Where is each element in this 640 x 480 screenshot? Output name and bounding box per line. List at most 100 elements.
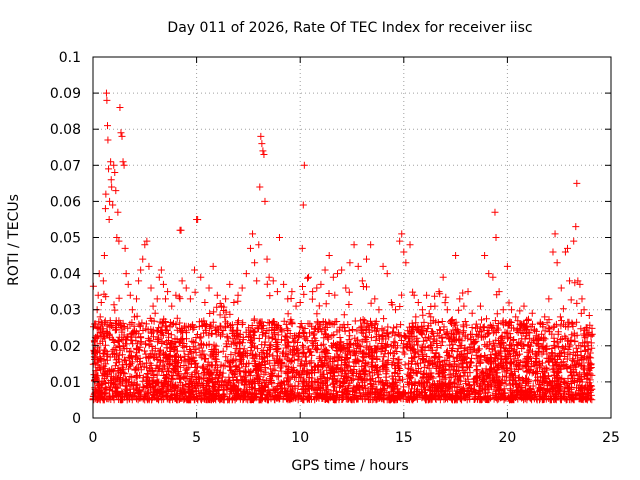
data-point <box>249 230 257 238</box>
data-point <box>147 284 155 292</box>
data-point <box>574 277 582 285</box>
data-point <box>298 244 306 252</box>
data-point <box>201 298 209 306</box>
data-point <box>256 183 264 191</box>
data-point <box>383 270 391 278</box>
data-point <box>259 147 267 155</box>
data-point <box>253 277 261 285</box>
axis-ticks <box>92 56 612 419</box>
data-point <box>516 320 524 328</box>
y-tick-label: 0.05 <box>50 231 81 247</box>
data-point <box>566 277 574 285</box>
data-point <box>257 132 265 140</box>
data-points <box>89 89 596 404</box>
data-point <box>528 309 536 317</box>
data-point <box>532 327 540 335</box>
data-point <box>162 295 170 303</box>
y-tick-label: 0.06 <box>50 194 81 210</box>
data-point <box>94 291 102 299</box>
data-point <box>122 270 130 278</box>
data-point <box>580 306 588 314</box>
x-tick-label: 0 <box>89 430 98 446</box>
data-point <box>561 248 569 256</box>
data-point <box>418 306 426 314</box>
data-point <box>464 288 472 296</box>
data-point <box>96 313 104 321</box>
data-point <box>492 234 500 241</box>
data-point <box>90 371 98 379</box>
data-point <box>495 288 503 296</box>
data-point <box>217 302 225 310</box>
data-point <box>116 104 124 112</box>
data-point <box>182 284 190 292</box>
data-point <box>107 158 115 166</box>
data-point <box>234 291 242 299</box>
data-point <box>133 295 141 303</box>
data-point <box>582 324 590 332</box>
data-point <box>251 259 259 267</box>
data-point <box>222 295 230 303</box>
data-point <box>379 262 387 270</box>
data-point <box>105 165 113 173</box>
data-point <box>205 284 213 292</box>
data-point <box>354 262 362 270</box>
data-point <box>149 302 157 310</box>
data-point <box>98 320 106 328</box>
data-point <box>329 273 337 281</box>
data-point <box>358 277 366 285</box>
data-point <box>120 161 128 169</box>
data-point <box>145 262 153 270</box>
data-point <box>105 215 113 223</box>
data-point <box>406 241 414 249</box>
y-tick-label: 0.1 <box>59 50 81 66</box>
data-point <box>102 190 110 198</box>
data-point <box>114 208 122 216</box>
data-point <box>108 183 116 191</box>
data-point <box>178 277 186 285</box>
data-point <box>197 273 205 281</box>
data-point <box>321 266 329 274</box>
data-point <box>587 363 595 371</box>
data-point <box>260 150 268 158</box>
data-point <box>371 295 379 303</box>
data-point <box>398 230 406 238</box>
data-point <box>549 248 557 256</box>
data-point <box>226 280 234 288</box>
data-point <box>508 306 516 314</box>
data-point <box>576 280 584 288</box>
x-tick-label: 20 <box>498 430 516 446</box>
data-point <box>141 241 149 249</box>
y-tick-label: 0 <box>72 411 81 427</box>
axis-tick-labels: 0 0.01 0.02 0.03 0.04 0.05 0.06 0.07 0.08 0.09 0.1… <box>50 50 620 446</box>
data-point <box>213 291 221 299</box>
y-tick-label: 0.08 <box>50 122 81 138</box>
x-tick-label: 15 <box>395 430 413 446</box>
data-point <box>97 298 105 306</box>
data-point <box>557 284 565 292</box>
data-point <box>113 234 121 241</box>
data-point <box>537 320 545 328</box>
data-point <box>103 96 111 104</box>
data-point <box>135 277 143 285</box>
chart-title: Day 011 of 2026, Rate Of TEC Index for r… <box>167 20 532 36</box>
data-point <box>230 298 238 306</box>
y-tick-label: 0.07 <box>50 158 81 174</box>
y-tick-label: 0.01 <box>50 375 81 391</box>
data-point <box>168 302 176 310</box>
data-point <box>109 201 117 209</box>
data-point <box>100 252 108 260</box>
data-point <box>545 295 553 303</box>
data-point <box>363 255 371 263</box>
data-point <box>423 291 431 299</box>
data-point <box>367 241 375 249</box>
x-axis-label: GPS time / hours <box>291 458 408 474</box>
data-point <box>570 237 578 245</box>
data-point <box>313 284 321 292</box>
data-point <box>151 309 159 317</box>
data-point <box>191 266 199 274</box>
data-point <box>130 313 138 321</box>
data-point <box>447 317 455 325</box>
data-point <box>155 273 163 281</box>
data-point <box>292 302 300 310</box>
y-tick-label: 0.09 <box>50 86 81 102</box>
